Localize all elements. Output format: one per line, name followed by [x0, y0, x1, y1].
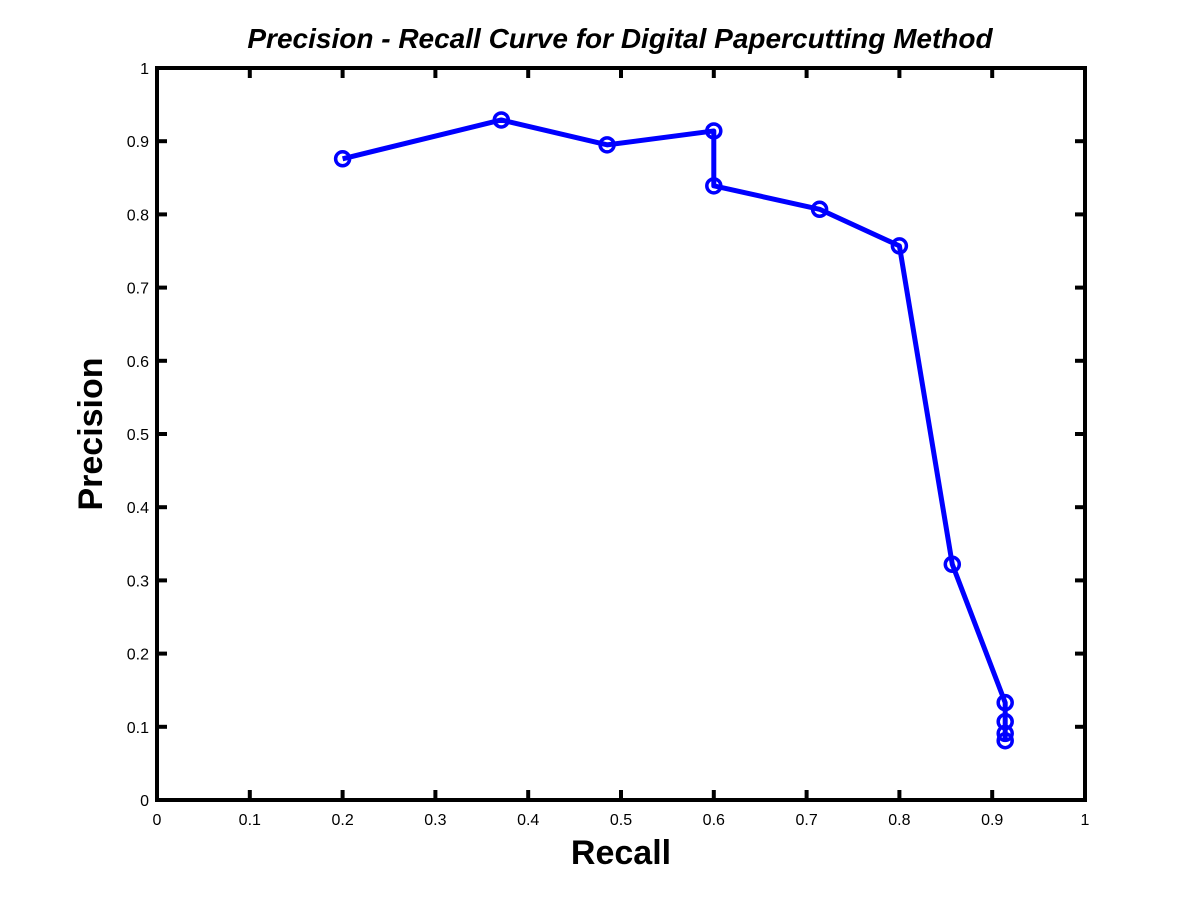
- x-tick-label: 0.9: [981, 812, 1003, 829]
- data-point-marker: [810, 200, 829, 219]
- x-tick-label: 0.2: [331, 812, 353, 829]
- y-tick-label: 0.2: [127, 647, 149, 664]
- y-tick-label: 1: [140, 61, 149, 78]
- x-tick-label: 0.4: [517, 812, 539, 829]
- data-point-marker: [996, 712, 1014, 731]
- chart-title: Precision - Recall Curve for Digital Pap…: [247, 23, 993, 54]
- y-tick-label: 0.3: [127, 573, 149, 590]
- data-point-marker: [705, 122, 723, 140]
- data-point-marker: [996, 724, 1014, 743]
- data-point-marker: [492, 111, 511, 129]
- x-tick-label: 0.3: [424, 812, 446, 829]
- data-point-marker: [333, 150, 352, 168]
- data-point-marker: [890, 237, 909, 255]
- x-tick-label: 0.6: [703, 812, 725, 829]
- x-tick-label: 0.1: [239, 812, 261, 829]
- data-point-marker: [996, 731, 1014, 750]
- y-tick-label: 0.6: [127, 354, 149, 371]
- y-tick-label: 0.9: [127, 134, 149, 151]
- x-tick-label: 1: [1081, 812, 1090, 829]
- x-axis-label: Recall: [571, 834, 671, 872]
- y-tick-label: 0.4: [127, 500, 149, 517]
- y-tick-label: 0.7: [127, 281, 149, 298]
- x-tick-label: 0.5: [610, 812, 632, 829]
- y-tick-label: 0.8: [127, 207, 149, 224]
- data-point-marker: [943, 555, 962, 574]
- y-axis-label: Precision: [72, 357, 110, 510]
- data-point-marker: [705, 177, 723, 195]
- data-point-marker: [996, 693, 1014, 712]
- plot-frame: [155, 66, 1087, 802]
- series-line: [342, 117, 1008, 741]
- x-tick-label: 0.8: [888, 812, 910, 829]
- y-tick-label: 0.5: [127, 427, 149, 444]
- x-tick-label: 0: [153, 812, 162, 829]
- x-tick-label: 0.7: [795, 812, 817, 829]
- y-tick-label: 0.1: [127, 720, 149, 737]
- y-tick-label: 0: [140, 793, 149, 810]
- data-point-marker: [598, 136, 616, 154]
